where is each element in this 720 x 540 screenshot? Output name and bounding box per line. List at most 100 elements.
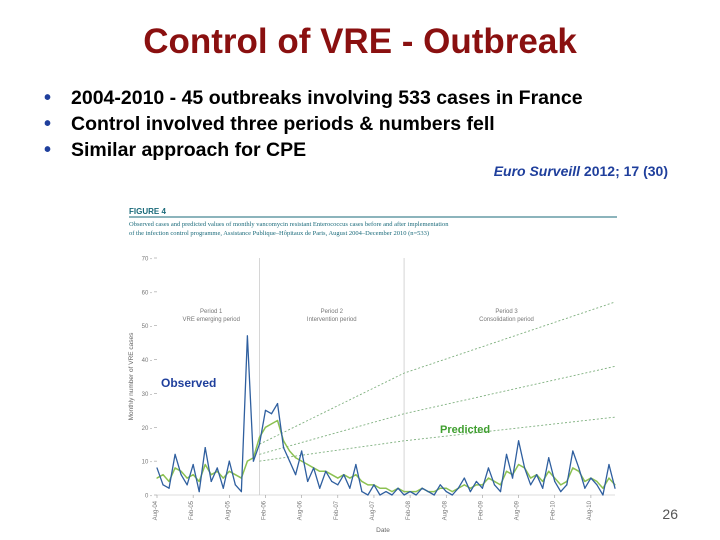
- data-point-predicted: [499, 484, 502, 486]
- period-label-line-2: Consolidation period: [479, 317, 534, 323]
- data-point-predicted: [307, 463, 309, 466]
- data-point-observed: [276, 402, 279, 405]
- bullet-dot-icon: •: [44, 113, 52, 135]
- data-point-observed: [246, 335, 248, 337]
- data-point-predicted: [608, 477, 610, 479]
- bullet-dot-icon: •: [44, 139, 52, 161]
- x-tick-label: Feb-10: [551, 500, 557, 520]
- x-tick-label: Feb-09: [478, 500, 484, 520]
- data-point-observed: [457, 487, 459, 489]
- y-tick-label: 60 -: [142, 290, 152, 296]
- data-point-observed: [530, 484, 532, 486]
- bullet-item: • Control involved three periods & number…: [44, 111, 583, 137]
- y-tick-label: 0 -: [145, 494, 152, 500]
- period-label-line-1: Period 3: [495, 309, 518, 315]
- slide-title: Control of VRE - Outbreak: [143, 22, 577, 61]
- data-point-predicted: [451, 491, 453, 493]
- data-point-predicted: [560, 484, 562, 486]
- data-point-predicted: [391, 491, 393, 493]
- data-point-observed: [252, 460, 255, 462]
- data-point-observed: [614, 487, 616, 489]
- data-point-observed: [542, 487, 544, 489]
- data-point-observed: [379, 494, 381, 496]
- data-point-observed: [337, 484, 339, 486]
- predicted-annotation: Predicted: [440, 424, 490, 436]
- data-point-observed: [475, 480, 477, 483]
- data-point-observed: [222, 487, 224, 489]
- data-point-observed: [572, 450, 574, 452]
- slide-number: 26: [662, 506, 678, 522]
- data-point-predicted: [548, 470, 550, 472]
- data-point-observed: [578, 467, 580, 469]
- data-point-predicted: [433, 491, 435, 493]
- bullet-dot-icon: •: [44, 87, 52, 109]
- data-point-observed: [288, 460, 291, 462]
- data-point-predicted: [349, 477, 351, 479]
- data-point-observed: [282, 447, 285, 449]
- data-point-observed: [307, 480, 309, 483]
- data-point-observed: [487, 467, 490, 469]
- data-point-observed: [493, 484, 496, 486]
- data-point-observed: [264, 409, 267, 411]
- data-point-observed: [162, 484, 164, 486]
- data-point-observed: [481, 487, 484, 489]
- y-tick-label: 20 -: [142, 426, 152, 432]
- data-point-predicted: [415, 491, 417, 493]
- data-point-observed: [168, 487, 170, 489]
- data-point-predicted: [602, 487, 604, 489]
- y-axis-title: Monthly number of VRE cases: [128, 332, 135, 421]
- data-point-observed: [373, 484, 375, 486]
- data-point-predicted: [337, 477, 339, 479]
- data-point-predicted: [355, 474, 357, 476]
- data-point-predicted: [385, 487, 387, 489]
- data-point-observed: [198, 491, 200, 493]
- data-point-observed: [331, 480, 333, 483]
- data-point-observed: [397, 487, 399, 489]
- data-point-predicted: [246, 460, 248, 462]
- data-point-predicted: [295, 457, 297, 459]
- data-point-predicted: [222, 477, 224, 479]
- data-point-observed: [216, 467, 218, 469]
- data-point-observed: [295, 474, 297, 476]
- figure-caption-line-2: of the infection control programme, Assi…: [129, 230, 429, 237]
- x-tick-label: Aug-09: [515, 500, 521, 520]
- data-point-observed: [313, 467, 315, 469]
- data-point-predicted: [276, 419, 279, 422]
- data-point-predicted: [162, 474, 164, 476]
- bullet-list: • 2004-2010 - 45 outbreaks involving 533 …: [44, 85, 583, 163]
- y-tick-label: 50 -: [142, 324, 152, 330]
- data-point-predicted: [186, 477, 188, 479]
- data-point-predicted: [596, 480, 598, 483]
- y-tick-label: 70 -: [142, 257, 152, 263]
- data-point-observed: [421, 487, 423, 489]
- data-point-observed: [566, 484, 568, 486]
- data-point-predicted: [301, 460, 303, 462]
- data-point-predicted: [367, 484, 369, 486]
- data-point-predicted: [505, 470, 508, 472]
- data-point-predicted: [379, 487, 381, 489]
- bullet-item: • Similar approach for CPE: [44, 137, 583, 163]
- data-point-observed: [409, 491, 411, 493]
- data-point-observed: [451, 494, 453, 496]
- data-point-predicted: [270, 423, 273, 425]
- period-label-line-1: Period 2: [321, 309, 344, 315]
- data-point-observed: [524, 467, 526, 469]
- data-point-observed: [234, 484, 236, 486]
- x-tick-label: Feb-05: [189, 500, 195, 520]
- data-point-observed: [174, 453, 176, 455]
- citation: Euro Surveill 2012; 17 (30): [494, 163, 668, 179]
- data-point-predicted: [572, 467, 574, 469]
- data-point-predicted: [475, 484, 477, 486]
- data-point-predicted: [210, 474, 212, 476]
- observed-annotation: Observed: [161, 376, 216, 390]
- data-point-predicted: [198, 480, 200, 483]
- data-point-observed: [608, 463, 610, 466]
- data-point-observed: [427, 491, 429, 493]
- data-point-predicted: [192, 474, 194, 476]
- data-point-predicted: [288, 450, 291, 452]
- data-point-predicted: [530, 477, 532, 479]
- data-point-observed: [469, 491, 471, 493]
- data-point-observed: [584, 487, 586, 489]
- figure: FIGURE 4 Observed cases and predicted va…: [128, 207, 617, 534]
- data-point-predicted: [361, 480, 363, 483]
